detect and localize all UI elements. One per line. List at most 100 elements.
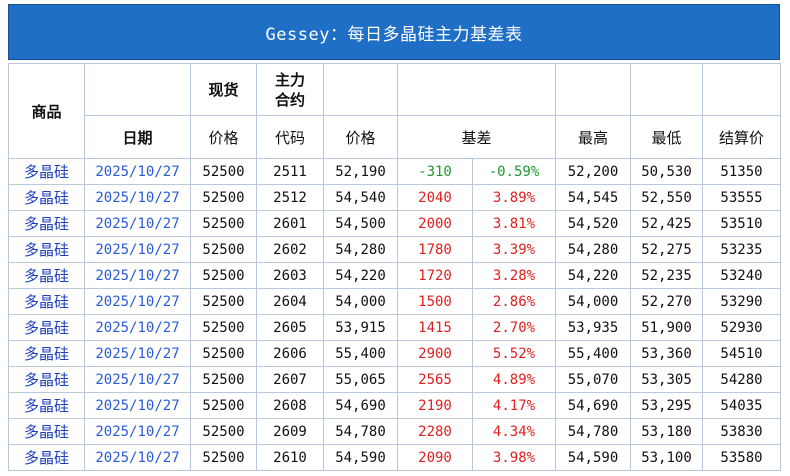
header-blank-3 <box>397 63 556 116</box>
settle-cell: 54510 <box>702 340 781 367</box>
high-cell: 54,690 <box>555 392 631 419</box>
spot-price-cell: 52500 <box>190 288 257 315</box>
header-blank-2 <box>323 63 398 116</box>
table-row: 多晶硅 2025/10/27 52500 2603 54,220 1720 3.28% 54,… <box>8 262 781 289</box>
product-cell: 多晶硅 <box>8 314 85 341</box>
header-code: 代码 <box>256 115 324 159</box>
product-cell: 多晶硅 <box>8 262 85 289</box>
date-cell: 2025/10/27 <box>84 392 191 419</box>
basis-cell: 2040 <box>397 184 473 211</box>
product-cell: 多晶硅 <box>8 210 85 237</box>
basis-cell: 2565 <box>397 366 473 393</box>
product-cell: 多晶硅 <box>8 158 85 185</box>
basis-pct-cell: 3.28% <box>472 262 556 289</box>
settle-cell: 53510 <box>702 210 781 237</box>
futures-price-cell: 53,915 <box>323 314 398 341</box>
product-cell: 多晶硅 <box>8 392 85 419</box>
futures-price-cell: 54,780 <box>323 418 398 445</box>
settle-cell: 53830 <box>702 418 781 445</box>
spot-price-cell: 52500 <box>190 314 257 341</box>
header-high: 最高 <box>555 115 631 159</box>
table-row: 多晶硅 2025/10/27 52500 2609 54,780 2280 4.34% 54,… <box>8 418 781 445</box>
header-blank-4 <box>555 63 631 116</box>
spot-price-cell: 52500 <box>190 262 257 289</box>
high-cell: 54,280 <box>555 236 631 263</box>
contract-code-cell: 2610 <box>256 444 324 471</box>
low-cell: 52,275 <box>630 236 703 263</box>
table-row: 多晶硅 2025/10/27 52500 2606 55,400 2900 5.52% 55,… <box>8 340 781 367</box>
high-cell: 54,220 <box>555 262 631 289</box>
header-spot-price: 价格 <box>190 115 257 159</box>
spot-price-cell: 52500 <box>190 184 257 211</box>
basis-pct-cell: 4.17% <box>472 392 556 419</box>
basis-pct-cell: 5.52% <box>472 340 556 367</box>
basis-pct-cell: 2.70% <box>472 314 556 341</box>
settle-cell: 53555 <box>702 184 781 211</box>
table-row: 多晶硅 2025/10/27 52500 2601 54,500 2000 3.81% 54,… <box>8 210 781 237</box>
basis-pct-cell: 4.89% <box>472 366 556 393</box>
spot-price-cell: 52500 <box>190 236 257 263</box>
low-cell: 52,425 <box>630 210 703 237</box>
low-cell: 53,360 <box>630 340 703 367</box>
futures-price-cell: 54,500 <box>323 210 398 237</box>
futures-price-cell: 54,220 <box>323 262 398 289</box>
high-cell: 54,590 <box>555 444 631 471</box>
futures-price-cell: 55,400 <box>323 340 398 367</box>
low-cell: 53,100 <box>630 444 703 471</box>
product-cell: 多晶硅 <box>8 366 85 393</box>
date-cell: 2025/10/27 <box>84 184 191 211</box>
date-cell: 2025/10/27 <box>84 210 191 237</box>
header-settle: 结算价 <box>702 115 781 159</box>
high-cell: 54,545 <box>555 184 631 211</box>
futures-price-cell: 54,000 <box>323 288 398 315</box>
date-cell: 2025/10/27 <box>84 288 191 315</box>
settle-cell: 51350 <box>702 158 781 185</box>
contract-code-cell: 2603 <box>256 262 324 289</box>
basis-cell: -310 <box>397 158 473 185</box>
header-row-2: 日期 价格 代码 价格 基差 最高 最低 结算价 <box>9 115 781 159</box>
high-cell: 54,000 <box>555 288 631 315</box>
product-cell: 多晶硅 <box>8 236 85 263</box>
futures-price-cell: 54,590 <box>323 444 398 471</box>
basis-pct-cell: 3.98% <box>472 444 556 471</box>
header-blank-5 <box>630 63 703 116</box>
table-row: 多晶硅 2025/10/27 52500 2607 55,065 2565 4.89% 55,… <box>8 366 781 393</box>
spot-price-cell: 52500 <box>190 392 257 419</box>
product-cell: 多晶硅 <box>8 184 85 211</box>
settle-cell: 53290 <box>702 288 781 315</box>
product-cell: 多晶硅 <box>8 340 85 367</box>
settle-cell: 54035 <box>702 392 781 419</box>
date-cell: 2025/10/27 <box>84 340 191 367</box>
header-date: 日期 <box>84 115 191 159</box>
contract-code-cell: 2608 <box>256 392 324 419</box>
header-main-contract: 主力 合约 <box>256 63 324 116</box>
header-blank-1 <box>84 63 191 116</box>
header-futures-price: 价格 <box>323 115 398 159</box>
table-row: 多晶硅 2025/10/27 52500 2512 54,540 2040 3.89% 54,… <box>8 184 781 211</box>
header-main-contract-line1: 主力 <box>274 70 305 89</box>
table-row: 多晶硅 2025/10/27 52500 2604 54,000 1500 2.86% 54,… <box>8 288 781 315</box>
table-body: 多晶硅 2025/10/27 52500 2511 52,190 -310 -0.59% 52… <box>8 158 781 471</box>
date-cell: 2025/10/27 <box>84 418 191 445</box>
basis-cell: 2090 <box>397 444 473 471</box>
date-cell: 2025/10/27 <box>84 444 191 471</box>
contract-code-cell: 2602 <box>256 236 324 263</box>
header-spot: 现货 <box>190 63 257 116</box>
date-cell: 2025/10/27 <box>84 366 191 393</box>
basis-pct-cell: 3.39% <box>472 236 556 263</box>
table-row: 多晶硅 2025/10/27 52500 2605 53,915 1415 2.70% 53,… <box>8 314 781 341</box>
contract-code-cell: 2606 <box>256 340 324 367</box>
basis-pct-cell: -0.59% <box>472 158 556 185</box>
low-cell: 53,295 <box>630 392 703 419</box>
table-row: 多晶硅 2025/10/27 52500 2602 54,280 1780 3.39% 54,… <box>8 236 781 263</box>
high-cell: 53,935 <box>555 314 631 341</box>
product-cell: 多晶硅 <box>8 418 85 445</box>
spot-price-cell: 52500 <box>190 444 257 471</box>
futures-price-cell: 52,190 <box>323 158 398 185</box>
basis-cell: 1500 <box>397 288 473 315</box>
table-row: 多晶硅 2025/10/27 52500 2608 54,690 2190 4.17% 54,… <box>8 392 781 419</box>
spot-price-cell: 52500 <box>190 158 257 185</box>
contract-code-cell: 2604 <box>256 288 324 315</box>
header-low: 最低 <box>630 115 703 159</box>
basis-table: 商品 现货 主力 合约 日期 价格 代码 价格 基差 最高 最低 结算价 多晶硅… <box>8 63 781 471</box>
